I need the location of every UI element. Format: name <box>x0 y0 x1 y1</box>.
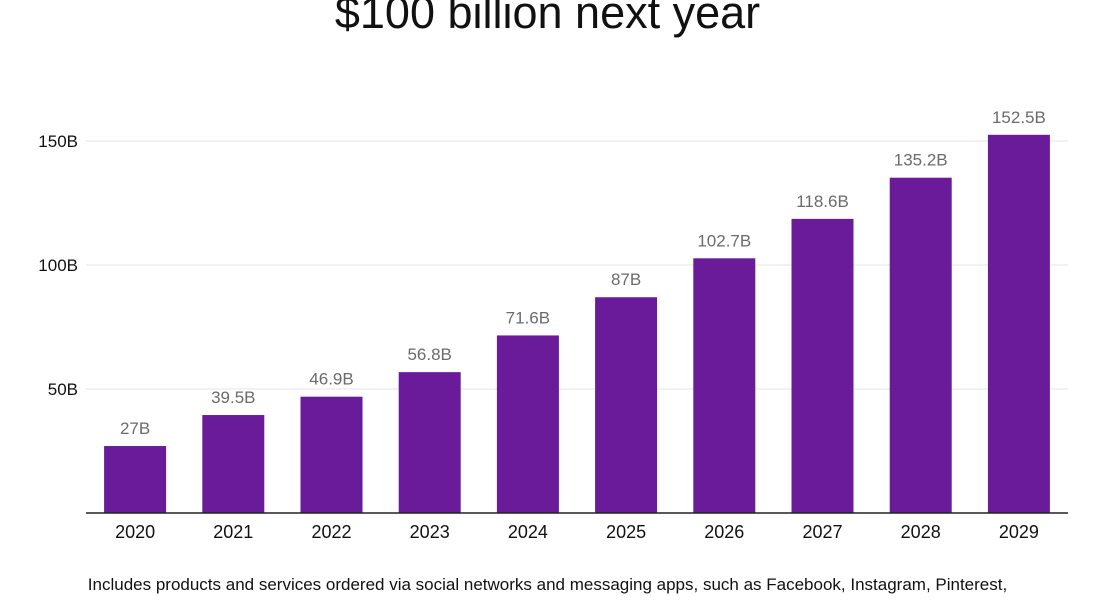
x-tick-label-2025: 2025 <box>606 522 646 542</box>
value-label-2022: 46.9B <box>309 370 353 389</box>
value-label-2023: 56.8B <box>407 345 451 364</box>
bar-2021 <box>202 415 265 513</box>
x-tick-label-2020: 2020 <box>115 522 155 542</box>
bar-2029 <box>987 134 1050 514</box>
x-tick-label-2022: 2022 <box>311 522 351 542</box>
x-tick-label-2026: 2026 <box>704 522 744 542</box>
x-tick-label-2027: 2027 <box>802 522 842 542</box>
y-axis-ticks: 50B 100B 150B <box>38 132 78 399</box>
value-label-2020: 27B <box>120 419 150 438</box>
chart-title: $100 billion next year <box>334 0 761 38</box>
y-tick-label: 50B <box>48 380 78 399</box>
y-tick-label: 150B <box>38 132 78 151</box>
x-tick-label-2024: 2024 <box>508 522 548 542</box>
y-tick-label: 100B <box>38 256 78 275</box>
bar-2020 <box>104 446 167 513</box>
bar-2028 <box>889 177 952 514</box>
value-labels: 27B 39.5B 46.9B 56.8B 71.6B 87B 102.7B 118.6B 13… <box>120 108 1046 438</box>
value-label-2027: 118.6B <box>796 192 849 211</box>
x-axis-ticks: 2020 2021 2022 2023 2024 2025 2026 2027 2028 2029 <box>115 522 1039 542</box>
x-tick-label-2029: 2029 <box>999 522 1039 542</box>
bar-2026 <box>693 258 756 513</box>
value-label-2021: 39.5B <box>211 388 255 407</box>
bar-2024 <box>496 335 559 513</box>
bar-2025 <box>595 297 658 513</box>
bars <box>104 134 1050 514</box>
value-label-2024: 71.6B <box>506 308 550 327</box>
bar-2027 <box>791 218 854 513</box>
value-label-2029: 152.5B <box>992 108 1046 127</box>
x-tick-label-2021: 2021 <box>213 522 253 542</box>
value-label-2025: 87B <box>611 270 641 289</box>
bar-2023 <box>398 372 461 513</box>
bar-2022 <box>300 396 363 513</box>
value-label-2026: 102.7B <box>697 231 751 250</box>
x-tick-label-2023: 2023 <box>410 522 450 542</box>
value-label-2028: 135.2B <box>894 151 948 170</box>
footnote: Includes products and services ordered v… <box>87 575 1008 594</box>
x-tick-label-2028: 2028 <box>901 522 941 542</box>
